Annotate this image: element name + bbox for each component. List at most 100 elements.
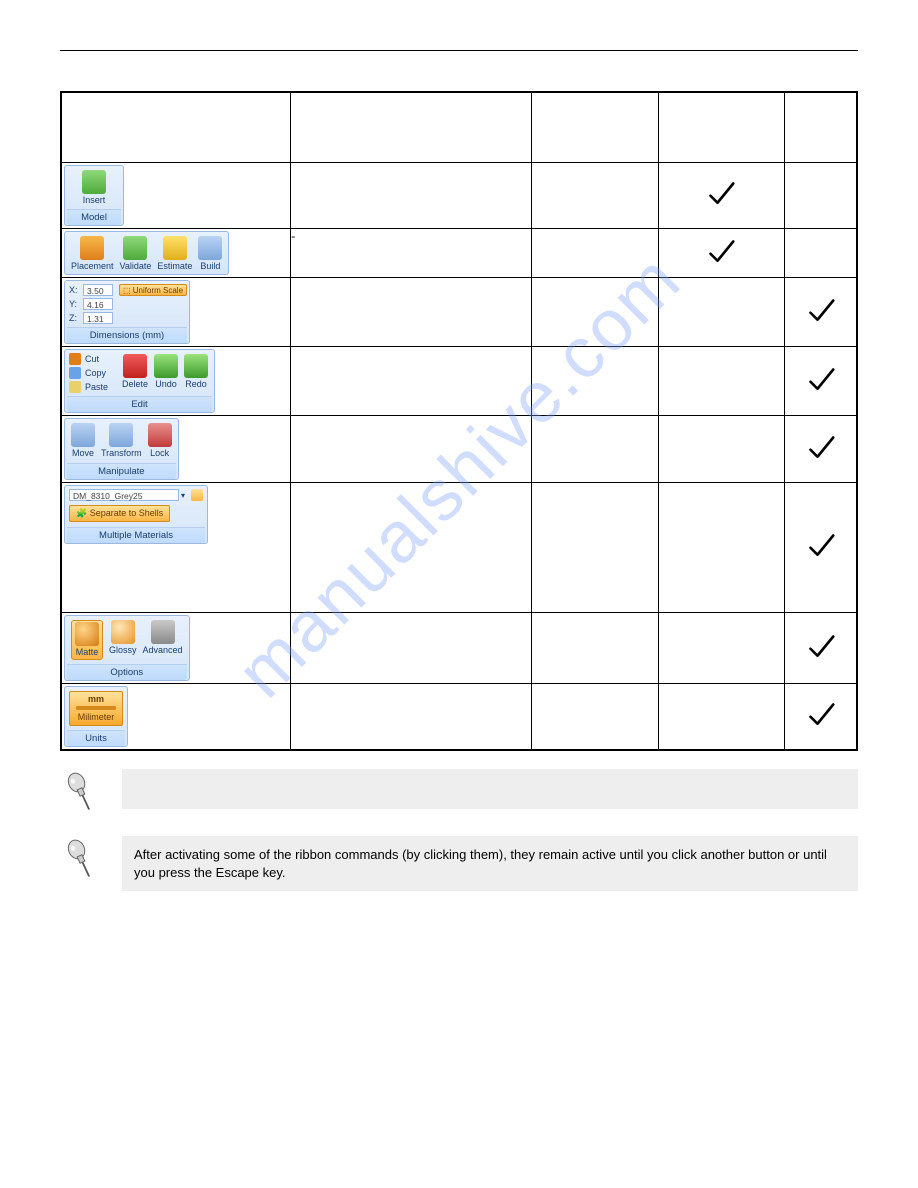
dim-label: Y: [69, 299, 79, 309]
check-cell [532, 416, 658, 483]
ribbon-group-label: Manipulate [67, 463, 176, 479]
ribbon-item-icon [82, 170, 106, 194]
description-cell [291, 613, 532, 684]
ribbon-item-icon [154, 354, 178, 378]
edit-small-icon [69, 353, 81, 365]
ribbon-group: X:3.50Y:4.16Z:1.31⬚ Uniform ScaleDimensi… [64, 280, 190, 344]
note-row: After activating some of the ribbon comm… [60, 836, 858, 891]
ribbon-item[interactable]: Placement [71, 236, 114, 272]
ribbon-item[interactable]: Build [198, 236, 222, 272]
ribbon-item-icon [111, 620, 135, 644]
table-row: DM_8310_Grey25▾ 🧩 Separate to Shells Multi… [61, 483, 857, 613]
ribbon-item-icon [148, 423, 172, 447]
dim-value[interactable]: 4.16 [83, 298, 113, 310]
ribbon-group-label: Units [67, 730, 125, 746]
uniform-scale-button[interactable]: ⬚ Uniform Scale [119, 284, 187, 296]
ribbon-cell: CutCopyPasteDeleteUndoRedoEdit [61, 347, 291, 416]
ribbon-item[interactable]: Lock [148, 423, 172, 459]
units-bar-icon [76, 706, 116, 710]
ribbon-item-label: Lock [148, 449, 172, 459]
ribbon-item[interactable]: Move [71, 423, 95, 459]
check-cell [658, 416, 784, 483]
check-cell [785, 162, 857, 229]
check-cell [785, 347, 857, 416]
ribbon-item-label: Glossy [109, 646, 137, 656]
check-cell [532, 613, 658, 684]
description-cell [291, 483, 532, 613]
dropdown-arrow-icon[interactable]: ▾ [181, 491, 185, 500]
pin-icon [60, 769, 108, 818]
ribbon-table: InsertModel Placement Validate Estimate Buil… [60, 91, 858, 751]
check-icon [807, 720, 835, 732]
ribbon-cell: MatteGlossyAdvancedOptions [61, 613, 291, 684]
check-cell [785, 684, 857, 751]
material-dropdown[interactable]: DM_8310_Grey25 [69, 489, 179, 501]
ribbon-item-icon [184, 354, 208, 378]
ribbon-item-label: Move [71, 449, 95, 459]
description-cell [291, 347, 532, 416]
check-cell [785, 416, 857, 483]
check-cell [658, 229, 784, 278]
ribbon-item-label: Build [198, 262, 222, 272]
check-cell [532, 229, 658, 278]
ribbon-item-icon [109, 423, 133, 447]
table-row: Move Transform Lock Manipulate [61, 416, 857, 483]
check-icon [807, 316, 835, 328]
ribbon-item[interactable]: Undo [154, 354, 178, 392]
ribbon-cell: Placement Validate Estimate Build [61, 229, 291, 278]
material-add-icon[interactable] [191, 489, 203, 501]
ribbon-item[interactable]: Insert [82, 170, 106, 206]
ribbon-item[interactable]: Validate [120, 236, 152, 272]
units-label: Milimeter [74, 712, 118, 722]
ribbon-item-label: Advanced [143, 646, 183, 656]
check-icon [807, 652, 835, 664]
ribbon-item[interactable]: Glossy [109, 620, 137, 660]
check-cell [658, 162, 784, 229]
ribbon-item-icon [71, 423, 95, 447]
units-button[interactable]: mmMilimeter [69, 691, 123, 726]
ribbon-cell: InsertModel [61, 162, 291, 229]
description-cell: - [291, 229, 532, 278]
check-icon [707, 257, 735, 269]
ribbon-item-label: Validate [120, 262, 152, 272]
dim-value[interactable]: 1.31 [83, 312, 113, 324]
ribbon-cell: Move Transform Lock Manipulate [61, 416, 291, 483]
table-row: MatteGlossyAdvancedOptions [61, 613, 857, 684]
ribbon-item-icon [163, 236, 187, 260]
ribbon-item[interactable]: Redo [184, 354, 208, 392]
ribbon-item[interactable]: Transform [101, 423, 142, 459]
ribbon-item-icon [80, 236, 104, 260]
ribbon-item[interactable]: Delete [122, 354, 148, 392]
table-row: InsertModel [61, 162, 857, 229]
ribbon-item[interactable]: Matte [71, 620, 103, 660]
ribbon-item-label: Redo [184, 380, 208, 390]
check-cell [658, 278, 784, 347]
check-cell [532, 278, 658, 347]
note-row [60, 769, 858, 818]
dim-value[interactable]: 3.50 [83, 284, 113, 296]
dim-label: Z: [69, 313, 79, 323]
dim-label: X: [69, 285, 79, 295]
check-cell [658, 684, 784, 751]
ribbon-item[interactable]: Estimate [157, 236, 192, 272]
check-cell [785, 278, 857, 347]
note-text [122, 769, 858, 809]
check-cell [658, 613, 784, 684]
pin-icon [60, 836, 108, 885]
ribbon-item-label: Placement [71, 262, 114, 272]
ribbon-item-label: Transform [101, 449, 142, 459]
edit-small-icon [69, 381, 81, 393]
check-cell [658, 483, 784, 613]
ribbon-item[interactable]: Advanced [143, 620, 183, 660]
edit-small-label[interactable]: Paste [85, 382, 108, 392]
separate-shells-button[interactable]: 🧩 Separate to Shells [69, 505, 170, 522]
ribbon-item-label: Matte [75, 648, 99, 658]
check-icon [807, 385, 835, 397]
ribbon-item-label: Insert [82, 196, 106, 206]
edit-small-label[interactable]: Cut [85, 354, 99, 364]
check-cell [532, 684, 658, 751]
check-cell [658, 347, 784, 416]
ribbon-group: DM_8310_Grey25▾ 🧩 Separate to Shells Multi… [64, 485, 208, 544]
ribbon-group-label: Multiple Materials [67, 527, 205, 543]
edit-small-label[interactable]: Copy [85, 368, 106, 378]
